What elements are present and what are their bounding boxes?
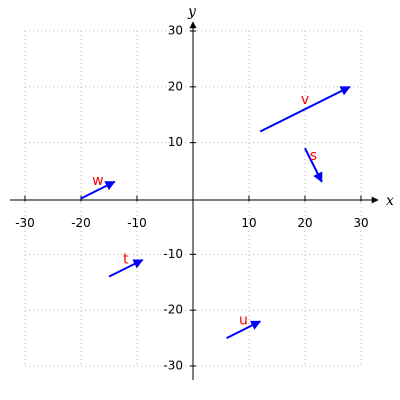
vector-label: u: [239, 313, 248, 329]
x-tick-label: -30: [15, 216, 35, 230]
x-tick-label: 10: [241, 216, 256, 230]
vector-label: t: [123, 251, 129, 267]
y-tick-label: 20: [168, 79, 183, 93]
vector-arrow: [259, 85, 351, 133]
vector-arrow: [108, 259, 144, 278]
vector-arrow: [80, 180, 116, 200]
x-tick-label: -20: [71, 216, 91, 230]
y-tick-label: -20: [163, 303, 183, 317]
x-axis-label: x: [386, 193, 394, 209]
x-tick-label: 20: [297, 216, 312, 230]
x-tick-label: 30: [353, 216, 368, 230]
vector-arrow: [226, 320, 262, 339]
vector-label: v: [301, 92, 309, 108]
vector-label: s: [310, 148, 317, 164]
y-tick-label: -30: [163, 359, 183, 373]
y-tick-label: 30: [168, 24, 183, 38]
y-axis-label: y: [187, 4, 197, 20]
y-tick-label: -10: [163, 247, 183, 261]
x-tick-label: -10: [127, 216, 147, 230]
y-tick-label: 10: [168, 135, 183, 149]
vector-label: w: [92, 173, 103, 189]
vector-arrow: [304, 147, 323, 183]
